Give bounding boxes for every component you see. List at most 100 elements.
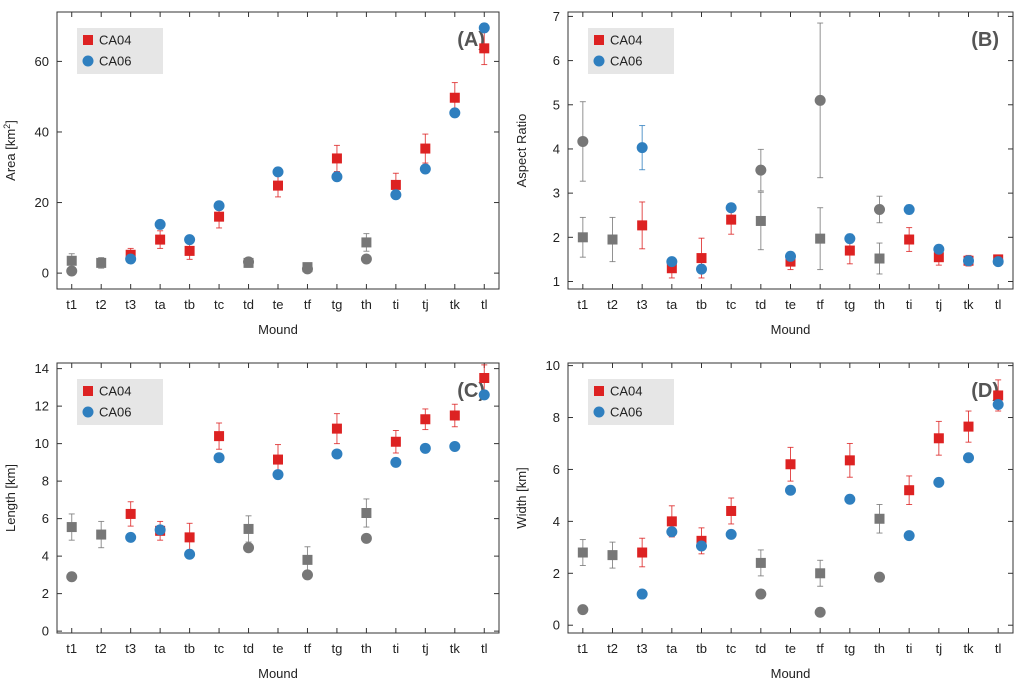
x-tick-label: t3 — [125, 297, 136, 312]
point-ca06-tg — [844, 493, 856, 505]
point-ca04-tc — [214, 431, 225, 442]
point-ca04-tg — [844, 245, 855, 256]
x-tick-label: th — [361, 641, 372, 656]
point-ca06-tk — [963, 452, 974, 464]
point-ca04-t1 — [66, 522, 77, 533]
legend-marker-circle — [593, 406, 605, 418]
point-ca04-ta — [155, 234, 166, 245]
x-tick-label: t1 — [66, 297, 77, 312]
point-ca04-t2 — [96, 257, 107, 268]
legend-label: CA06 — [99, 54, 132, 69]
point-ca06-tj — [419, 442, 431, 454]
point-ca06-ti — [903, 203, 915, 215]
x-tick-label: t2 — [96, 641, 107, 656]
x-tick-label: tb — [184, 641, 195, 656]
x-tick-label: ta — [155, 641, 167, 656]
point-ca04-th — [361, 508, 372, 518]
point-ca04-tj — [420, 143, 431, 154]
panel-label: (A) — [457, 29, 485, 51]
point-ca04-t3 — [637, 220, 648, 231]
point-ca04-tk — [449, 410, 460, 421]
point-ca04-ti — [390, 436, 401, 447]
point-ca06-t3 — [636, 588, 648, 600]
x-tick-label: tl — [995, 297, 1002, 312]
point-ca06-td — [243, 256, 255, 268]
y-tick-label: 40 — [35, 124, 49, 139]
point-ca06-tj — [419, 163, 431, 175]
x-tick-label: ti — [393, 641, 400, 656]
x-tick-label: ta — [666, 641, 678, 656]
x-tick-label: tj — [936, 297, 943, 312]
x-tick-label: th — [874, 641, 885, 656]
point-ca04-tb — [184, 532, 195, 543]
legend-marker-circle — [82, 55, 94, 67]
x-tick-label: tg — [332, 641, 343, 656]
y-tick-label: 4 — [553, 141, 560, 156]
point-ca04-tj — [933, 252, 944, 263]
point-ca06-tc — [725, 528, 737, 540]
point-ca06-tb — [184, 234, 196, 246]
point-ca06-ta — [666, 526, 678, 538]
point-ca04-tl — [993, 390, 1004, 401]
point-ca04-t2 — [607, 234, 618, 245]
y-tick-label: 2 — [553, 230, 560, 245]
point-ca06-t1 — [66, 265, 78, 277]
x-tick-label: t3 — [125, 641, 136, 656]
point-ca06-t3 — [125, 531, 137, 543]
point-ca06-tf — [814, 94, 826, 106]
legend-marker-circle — [593, 55, 605, 67]
x-tick-label: te — [273, 297, 284, 312]
point-ca04-t3 — [125, 508, 136, 519]
point-ca06-te — [785, 484, 796, 496]
point-ca04-tj — [933, 433, 944, 444]
point-ca06-tl — [992, 399, 1004, 411]
point-ca04-td — [755, 215, 766, 226]
point-ca06-tf — [814, 606, 826, 618]
x-tick-label: tb — [184, 297, 195, 312]
x-tick-label: tk — [963, 297, 974, 312]
legend: CA04 CA06 — [588, 28, 674, 74]
point-ca06-tc — [725, 202, 737, 214]
x-tick-label: tf — [817, 297, 825, 312]
point-ca04-td — [755, 557, 766, 568]
point-ca06-tk — [449, 440, 461, 452]
x-tick-label: td — [243, 297, 254, 312]
point-ca04-ti — [390, 179, 401, 190]
y-tick-label: 1 — [553, 274, 560, 289]
legend-marker-square — [83, 386, 93, 396]
legend-label: CA04 — [610, 33, 643, 48]
x-tick-label: tl — [995, 641, 1002, 656]
y-tick-label: 3 — [553, 186, 560, 201]
x-axis-title: Mound — [258, 322, 298, 337]
point-ca06-tl — [478, 22, 490, 34]
x-tick-label: ta — [155, 297, 167, 312]
legend: CA04 CA06 — [588, 379, 674, 425]
y-tick-label: 20 — [35, 195, 49, 210]
point-ca04-t1 — [577, 547, 588, 558]
legend-label: CA04 — [99, 33, 132, 48]
x-tick-label: tl — [481, 297, 488, 312]
y-axis-title: Area [km2] — [2, 120, 18, 181]
panel-b: t1 t2 t3 ta tb tc td te tf tg th ti tj tk tl 1 2 3 4 5 6 7 Mou… — [514, 9, 1014, 337]
x-tick-label: te — [273, 641, 284, 656]
x-tick-label: tg — [844, 297, 855, 312]
x-tick-label: td — [755, 641, 766, 656]
y-tick-label: 0 — [553, 618, 560, 633]
legend: CA04 CA06 — [77, 28, 163, 74]
x-tick-label: t3 — [637, 297, 648, 312]
x-tick-label: th — [874, 297, 885, 312]
point-ca04-tg — [844, 455, 855, 466]
point-ca06-tg — [844, 233, 856, 245]
point-ca06-t3 — [125, 253, 137, 265]
point-ca06-td — [755, 164, 767, 176]
x-tick-label: tc — [726, 641, 737, 656]
x-tick-label: tl — [481, 641, 488, 656]
point-ca06-th — [360, 532, 372, 544]
x-tick-label: tg — [332, 297, 343, 312]
x-tick-label: te — [785, 297, 796, 312]
y-tick-label: 0 — [42, 266, 49, 281]
x-tick-label: t2 — [96, 297, 107, 312]
point-ca04-tg — [331, 153, 342, 164]
panel-label: (C) — [457, 380, 485, 402]
point-ca04-td — [243, 523, 254, 534]
